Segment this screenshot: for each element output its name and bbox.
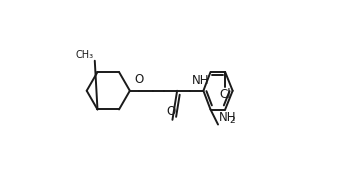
Text: O: O — [134, 73, 144, 86]
Text: NH: NH — [192, 74, 209, 87]
Text: Cl: Cl — [219, 88, 231, 101]
Text: 2: 2 — [229, 116, 235, 125]
Text: O: O — [167, 105, 176, 118]
Text: CH₃: CH₃ — [76, 50, 94, 60]
Text: NH: NH — [219, 111, 236, 124]
